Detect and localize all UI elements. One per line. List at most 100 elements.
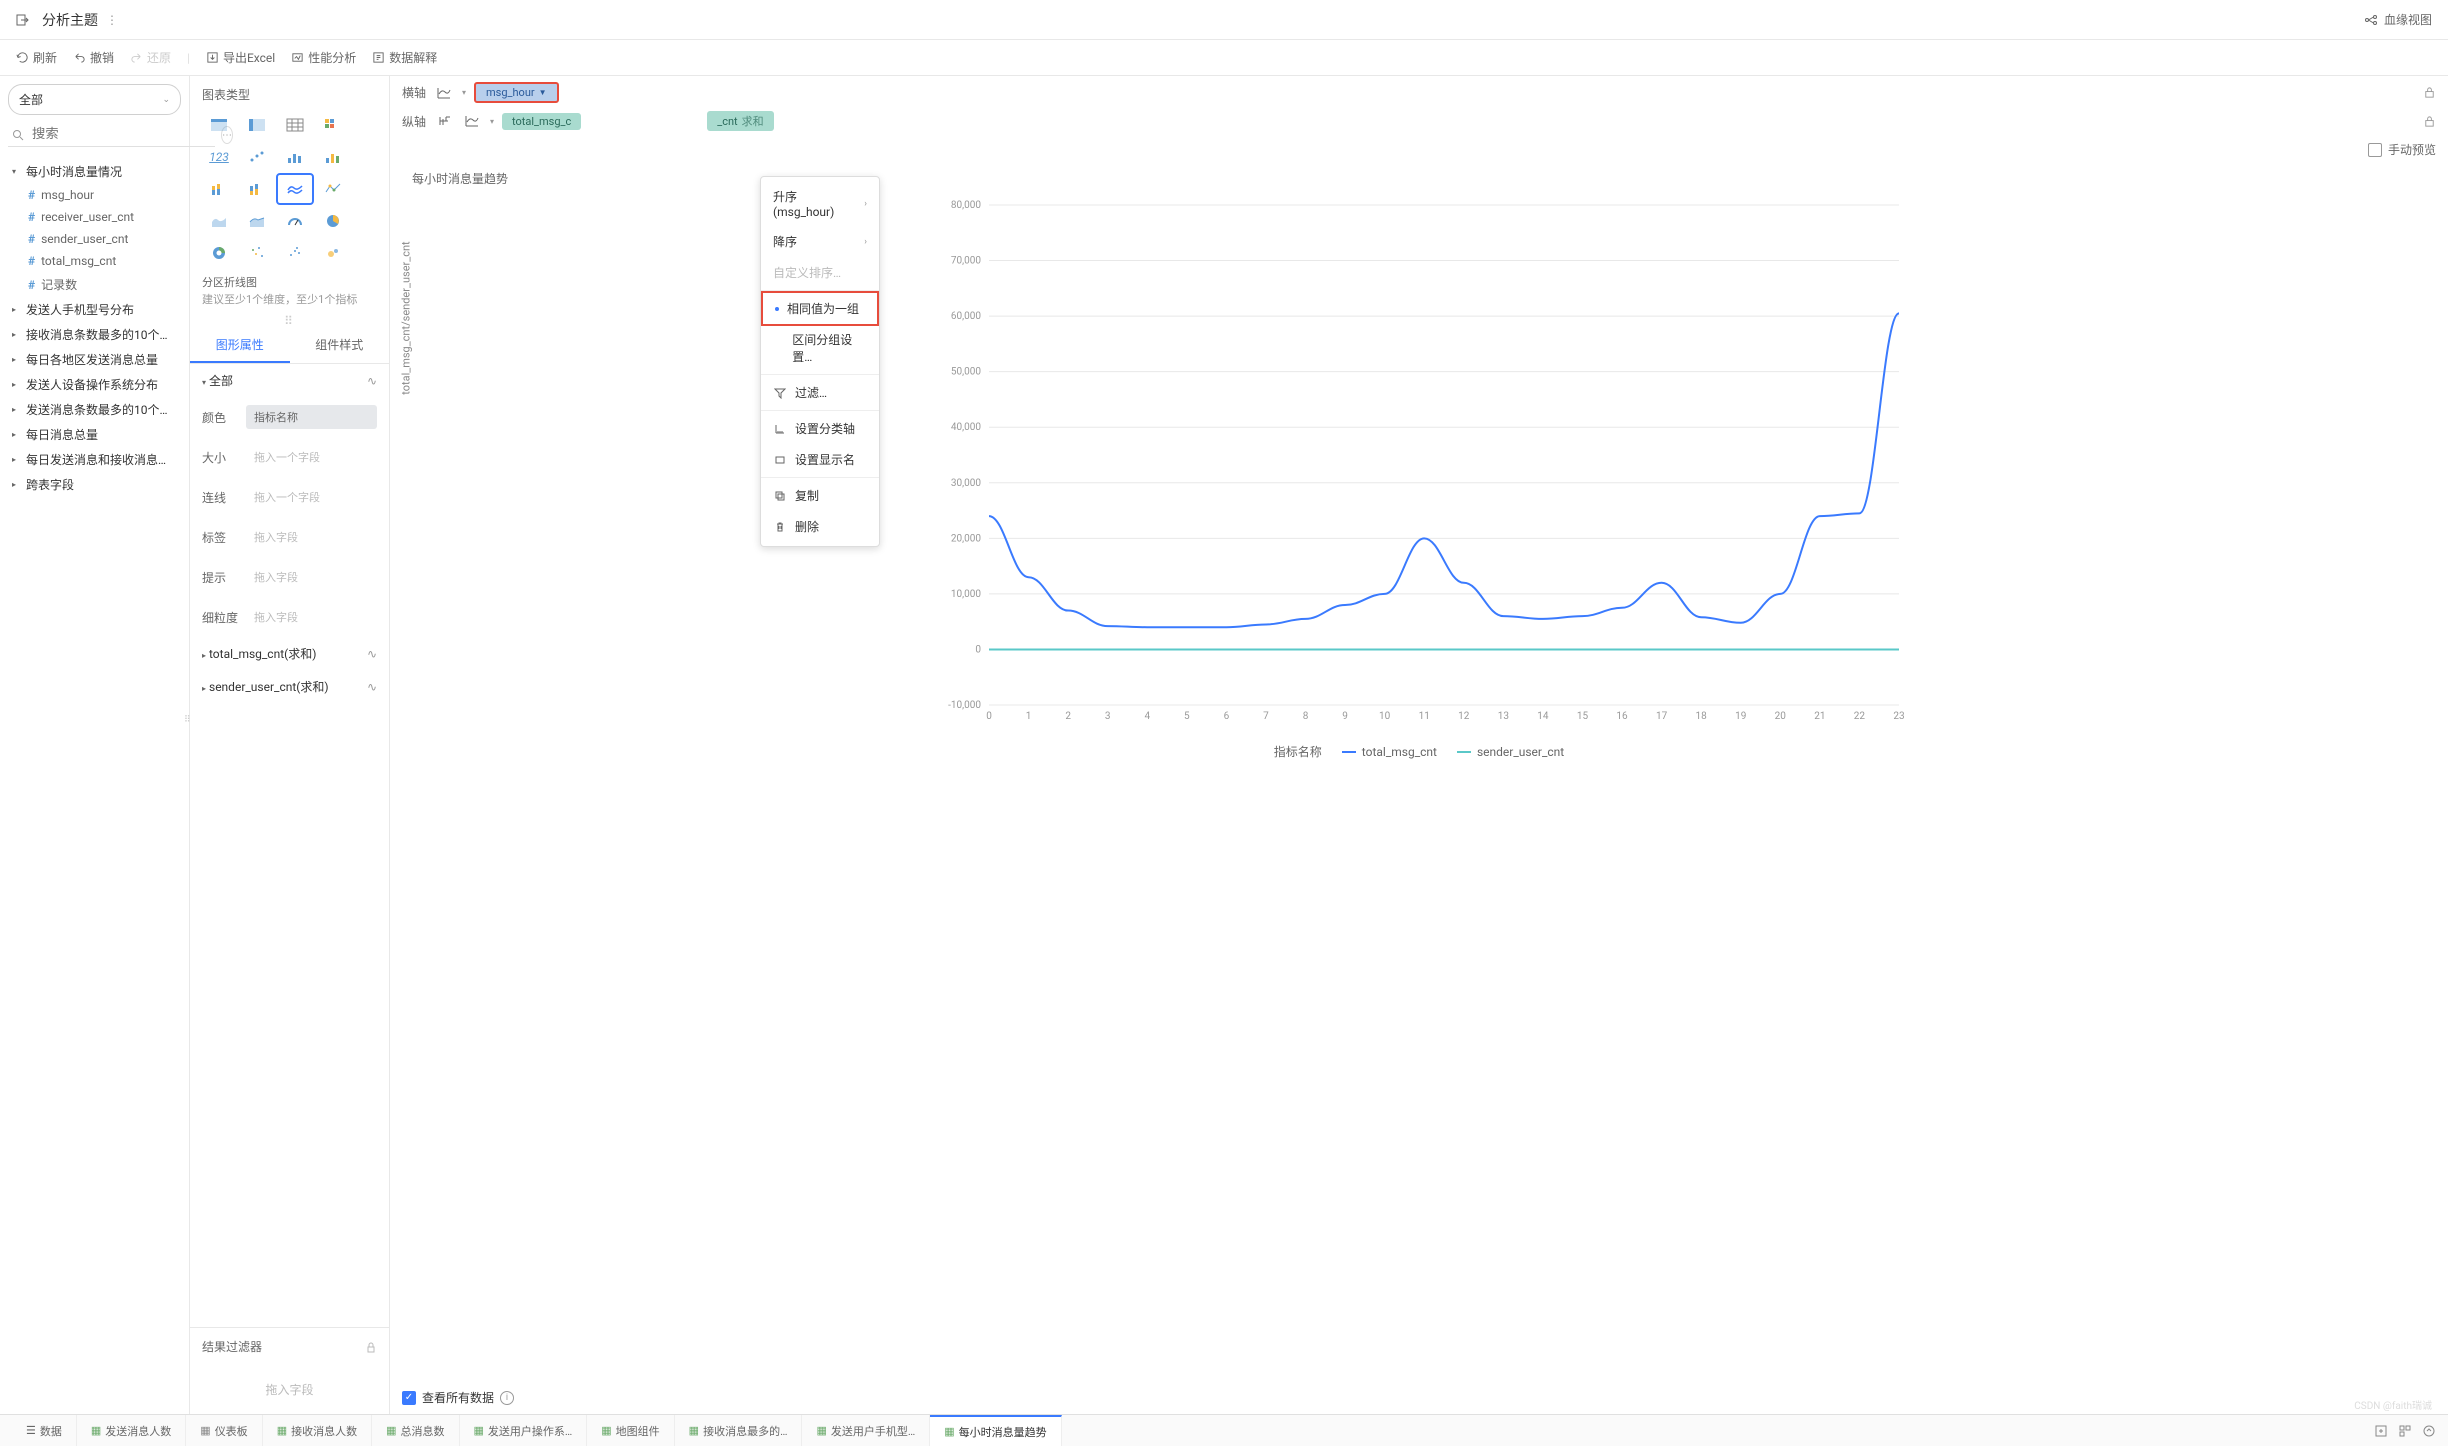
tree-item[interactable]: #sender_user_cnt: [0, 228, 189, 250]
filter-select[interactable]: 全部 ⌄: [8, 84, 181, 115]
redo-button[interactable]: 还原: [130, 49, 171, 66]
menu-copy[interactable]: 复制: [761, 480, 879, 511]
chart-type-pie[interactable]: [314, 205, 352, 237]
bottom-tab[interactable]: ▦仪表板: [186, 1415, 262, 1446]
axis-settings-icon[interactable]: [2423, 86, 2436, 99]
menu-set-axis[interactable]: 设置分类轴: [761, 413, 879, 444]
y-axis-pill[interactable]: total_msg_c: [502, 113, 581, 130]
chart-type-num[interactable]: 123: [200, 141, 238, 173]
bottom-tab[interactable]: ▦发送消息人数: [77, 1415, 186, 1446]
attr-tip-drop[interactable]: 拖入字段: [246, 565, 377, 589]
menu-filter[interactable]: 过滤…: [761, 377, 879, 408]
add-dashboard-icon[interactable]: [2398, 1424, 2412, 1438]
bottom-tab-active[interactable]: ▦每小时消息量趋势: [930, 1415, 1061, 1446]
tree-group[interactable]: ▾每小时消息量情况: [0, 159, 189, 184]
chart-type-area[interactable]: [200, 205, 238, 237]
caret-icon[interactable]: ▾: [490, 117, 494, 126]
tree-item[interactable]: #msg_hour: [0, 184, 189, 206]
x-axis-icon[interactable]: [434, 86, 454, 100]
chart-type-gauge[interactable]: [276, 205, 314, 237]
tab-style[interactable]: 组件样式: [290, 328, 390, 363]
caret-icon[interactable]: ▾: [462, 88, 466, 97]
axis-settings-icon[interactable]: [2423, 115, 2436, 128]
chart-type-area2[interactable]: [238, 205, 276, 237]
result-filter-drop[interactable]: 拖入字段: [190, 1365, 389, 1414]
chart-type-bubble[interactable]: [314, 237, 352, 269]
tree-item[interactable]: #total_msg_cnt: [0, 250, 189, 272]
bottom-tab[interactable]: ▦发送用户操作系…: [460, 1415, 588, 1446]
tree-group[interactable]: ▸接收消息条数最多的10个…: [0, 322, 189, 347]
bottom-tab[interactable]: ▦发送用户手机型…: [802, 1415, 930, 1446]
chart-type-table[interactable]: [200, 109, 238, 141]
back-icon[interactable]: [16, 13, 30, 27]
export-button[interactable]: 导出Excel: [206, 49, 275, 66]
expand-icon[interactable]: [2422, 1424, 2436, 1438]
manual-preview-checkbox[interactable]: [2368, 143, 2382, 157]
tree-group[interactable]: ▸发送消息条数最多的10个…: [0, 397, 189, 422]
menu-set-display[interactable]: 设置显示名: [761, 444, 879, 475]
svg-text:60,000: 60,000: [951, 311, 981, 322]
y-axis-label: 纵轴: [402, 113, 426, 130]
chart-type-grid[interactable]: [276, 109, 314, 141]
perf-button[interactable]: 性能分析: [291, 49, 356, 66]
attr-group-all[interactable]: ▾ 全部 ∿: [190, 364, 389, 397]
bottom-tab[interactable]: ▦接收消息人数: [263, 1415, 372, 1446]
chart-type-map[interactable]: [238, 237, 276, 269]
chart-type-scatter[interactable]: [238, 141, 276, 173]
series-group[interactable]: ▸ sender_user_cnt(求和)∿: [190, 670, 389, 703]
explain-button[interactable]: 数据解释: [372, 49, 437, 66]
attr-line-drop[interactable]: 拖入一个字段: [246, 485, 377, 509]
chart-type-donut[interactable]: [200, 237, 238, 269]
attr-color-value[interactable]: 指标名称: [246, 405, 377, 429]
legend-item[interactable]: sender_user_cnt: [1457, 745, 1564, 759]
chart-type-stack[interactable]: [200, 173, 238, 205]
tree-group[interactable]: ▸发送人设备操作系统分布: [0, 372, 189, 397]
menu-same-group[interactable]: 相同值为一组: [761, 291, 879, 326]
tab-attr[interactable]: 图形属性: [190, 328, 290, 363]
chart-type-bar2[interactable]: [314, 141, 352, 173]
chart-type-pivot[interactable]: [314, 109, 352, 141]
bottom-tab-data[interactable]: ☰数据: [12, 1415, 77, 1446]
x-axis-pill[interactable]: msg_hour ▼: [474, 82, 559, 103]
chart-type-bar[interactable]: [276, 141, 314, 173]
undo-button[interactable]: 撤销: [73, 49, 114, 66]
tree-item[interactable]: #receiver_user_cnt: [0, 206, 189, 228]
chart-type-scatter2[interactable]: [276, 237, 314, 269]
tree-group[interactable]: ▸发送人手机型号分布: [0, 297, 189, 322]
tree-group[interactable]: ▸每日各地区发送消息总量: [0, 347, 189, 372]
bottom-tab[interactable]: ▦地图组件: [587, 1415, 674, 1446]
menu-range-group[interactable]: 区间分组设置…: [761, 324, 879, 372]
refresh-button[interactable]: 刷新: [16, 49, 57, 66]
chart-type-line-active[interactable]: [276, 173, 314, 205]
attr-tag-drop[interactable]: 拖入字段: [246, 525, 377, 549]
lineage-button[interactable]: 血缘视图: [2364, 11, 2432, 28]
tree-group[interactable]: ▸跨表字段: [0, 472, 189, 497]
legend-item[interactable]: total_msg_cnt: [1342, 745, 1437, 759]
info-icon[interactable]: i: [500, 1391, 514, 1405]
attr-grain-drop[interactable]: 拖入字段: [246, 605, 377, 629]
search-input[interactable]: [8, 123, 215, 147]
menu-custom-sort[interactable]: 自定义排序…: [761, 257, 879, 288]
bottom-tab[interactable]: ▦总消息数: [372, 1415, 459, 1446]
tree-item[interactable]: #记录数: [0, 272, 189, 297]
bottom-tab[interactable]: ▦接收消息最多的…: [675, 1415, 803, 1446]
tree-group[interactable]: ▸每日消息总量: [0, 422, 189, 447]
chart-type-bar3[interactable]: [238, 173, 276, 205]
y-axis-icon1[interactable]: [434, 114, 454, 128]
attr-size-drop[interactable]: 拖入一个字段: [246, 445, 377, 469]
hash-icon: #: [28, 254, 35, 268]
add-sheet-icon[interactable]: [2374, 1424, 2388, 1438]
view-all-checkbox[interactable]: ✓: [402, 1391, 416, 1405]
chart-type-table2[interactable]: [238, 109, 276, 141]
y-axis-pill2[interactable]: _cnt 求和: [707, 111, 773, 131]
resize-grip[interactable]: ⠿: [190, 314, 389, 328]
lock-icon[interactable]: [365, 1341, 377, 1353]
menu-sort-asc[interactable]: 升序(msg_hour)›: [761, 181, 879, 226]
y-axis-icon2[interactable]: [462, 114, 482, 128]
chart-type-line2[interactable]: [314, 173, 352, 205]
menu-sort-desc[interactable]: 降序›: [761, 226, 879, 257]
menu-delete[interactable]: 删除: [761, 511, 879, 542]
tree-group[interactable]: ▸每日发送消息和接收消息…: [0, 447, 189, 472]
more-icon[interactable]: ⋮: [106, 13, 118, 27]
series-group[interactable]: ▸ total_msg_cnt(求和)∿: [190, 637, 389, 670]
